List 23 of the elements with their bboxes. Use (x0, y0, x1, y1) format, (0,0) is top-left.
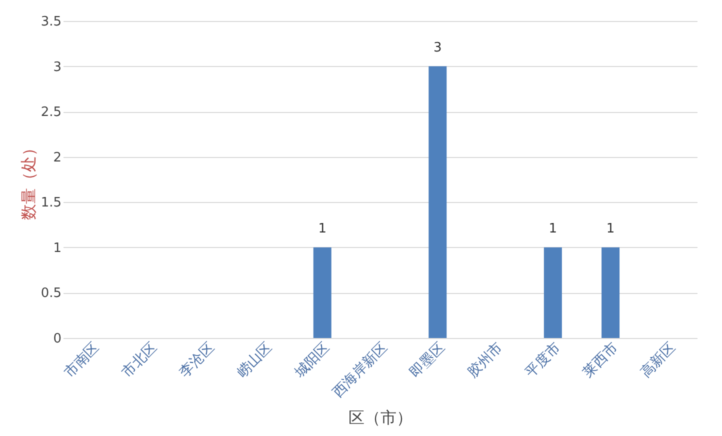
x-tick-label: 崂山区 (234, 340, 276, 381)
y-tick-label: 3.5 (40, 14, 62, 30)
y-tick-label: 2 (53, 150, 62, 166)
y-tick-label: 1.5 (40, 196, 62, 211)
x-tick-label: 李沧区 (176, 340, 218, 381)
x-tick-label: 即墨区 (407, 340, 448, 381)
x-axis-title: 区（市） (348, 408, 412, 427)
data-label: 1 (318, 221, 327, 236)
x-tick-label: 市北区 (119, 340, 160, 381)
y-tick-label: 0 (53, 332, 62, 346)
data-label: 1 (548, 221, 558, 236)
y-tick-label: 0.5 (40, 286, 62, 302)
x-tick-label: 平度市 (522, 340, 564, 381)
y-axis-title: 数量（处） (18, 140, 38, 220)
x-tick-label: 高新区 (638, 340, 679, 381)
y-tick-label: 1 (53, 240, 62, 256)
y-tick-label: 2.5 (40, 105, 62, 120)
x-tick-label: 胶州市 (464, 340, 506, 381)
x-tick-label: 莱西市 (580, 340, 622, 381)
x-tick-label: 市南区 (61, 340, 102, 381)
data-label: 1 (606, 221, 615, 236)
y-tick-label: 3 (53, 60, 62, 75)
data-label: 3 (433, 40, 442, 56)
